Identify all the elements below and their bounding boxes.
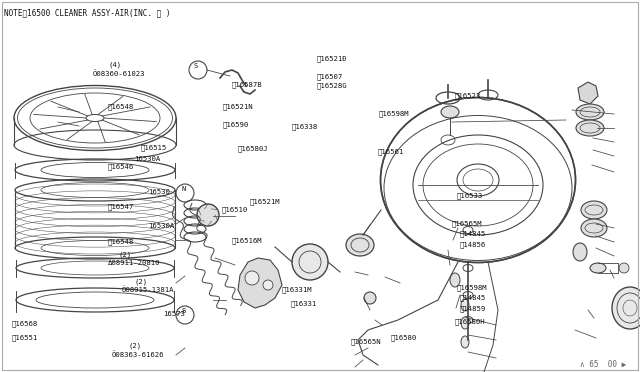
Ellipse shape xyxy=(450,273,460,287)
Text: 16530: 16530 xyxy=(148,189,170,195)
Circle shape xyxy=(292,244,328,280)
Text: ※16515: ※16515 xyxy=(141,144,167,151)
Text: ※16331M: ※16331M xyxy=(282,286,312,293)
Ellipse shape xyxy=(576,104,604,120)
Polygon shape xyxy=(238,258,282,308)
Text: 16530A: 16530A xyxy=(148,223,175,229)
Text: Õ08363-61626: Õ08363-61626 xyxy=(112,352,164,358)
Text: ※14859: ※14859 xyxy=(460,305,486,312)
Text: ※16568: ※16568 xyxy=(12,320,38,327)
Text: ※16548: ※16548 xyxy=(108,238,134,245)
Text: 16573: 16573 xyxy=(163,311,185,317)
Polygon shape xyxy=(578,82,598,104)
Text: ※16523: ※16523 xyxy=(454,92,481,99)
Text: ※16510: ※16510 xyxy=(221,206,248,213)
Text: ※16507: ※16507 xyxy=(316,73,342,80)
Text: ※16338: ※16338 xyxy=(292,124,318,130)
Text: ※16331: ※16331 xyxy=(291,301,317,307)
Ellipse shape xyxy=(576,120,604,136)
Text: S: S xyxy=(193,63,197,69)
Circle shape xyxy=(245,271,259,285)
Text: ※14856: ※14856 xyxy=(460,241,486,248)
Text: 16530A: 16530A xyxy=(134,156,161,162)
Text: ※16580J: ※16580J xyxy=(238,145,269,152)
Ellipse shape xyxy=(346,234,374,256)
Ellipse shape xyxy=(581,219,607,237)
Text: ※16528G: ※16528G xyxy=(316,83,347,89)
Text: ※16521Ð: ※16521Ð xyxy=(316,55,347,62)
Text: NOTEㅥ16500 CLEANER ASSY-AIR(INC. ※ ): NOTEㅥ16500 CLEANER ASSY-AIR(INC. ※ ) xyxy=(4,8,170,17)
Circle shape xyxy=(619,263,629,273)
Text: ※16565N: ※16565N xyxy=(351,339,381,345)
Text: ※16598M: ※16598M xyxy=(457,284,488,291)
Text: Δ08911-20810: Δ08911-20810 xyxy=(108,260,160,266)
Ellipse shape xyxy=(573,243,587,261)
Circle shape xyxy=(263,280,273,290)
Text: ※16598M: ※16598M xyxy=(379,111,410,118)
Text: Ô08915-1381A: Ô08915-1381A xyxy=(122,286,174,293)
Text: ※16546: ※16546 xyxy=(108,164,134,170)
Ellipse shape xyxy=(612,287,640,329)
Text: ※16551: ※16551 xyxy=(12,335,38,341)
Text: (4): (4) xyxy=(109,61,122,68)
Text: ※16561: ※16561 xyxy=(378,148,404,155)
Circle shape xyxy=(197,204,219,226)
Text: ∧ 65  00 ▶: ∧ 65 00 ▶ xyxy=(580,360,627,369)
Text: ※16580H: ※16580H xyxy=(454,318,485,325)
Text: ※16516M: ※16516M xyxy=(232,237,262,244)
Ellipse shape xyxy=(590,263,606,273)
Ellipse shape xyxy=(461,317,469,329)
Text: ※16590: ※16590 xyxy=(223,121,249,128)
Text: ※14845: ※14845 xyxy=(460,295,486,301)
Ellipse shape xyxy=(461,336,469,348)
Text: (2): (2) xyxy=(134,278,148,285)
Text: ※16580: ※16580 xyxy=(390,335,417,341)
Text: ※14845: ※14845 xyxy=(460,231,486,237)
Text: (2): (2) xyxy=(118,251,132,258)
Text: ※16587B: ※16587B xyxy=(232,81,262,88)
Text: Õ08360-61023: Õ08360-61023 xyxy=(93,70,145,77)
Circle shape xyxy=(364,292,376,304)
Ellipse shape xyxy=(441,106,459,118)
Text: ※16521M: ※16521M xyxy=(250,198,280,205)
Text: ※16547: ※16547 xyxy=(108,204,134,211)
Text: ※16548: ※16548 xyxy=(108,103,134,110)
Text: ※16521N: ※16521N xyxy=(223,103,253,110)
Text: S: S xyxy=(181,308,185,314)
Text: (2): (2) xyxy=(128,342,141,349)
Text: ※16565M: ※16565M xyxy=(452,220,483,227)
Ellipse shape xyxy=(581,201,607,219)
Ellipse shape xyxy=(461,299,469,311)
Text: N: N xyxy=(181,186,185,192)
Text: ※16533: ※16533 xyxy=(457,193,483,199)
